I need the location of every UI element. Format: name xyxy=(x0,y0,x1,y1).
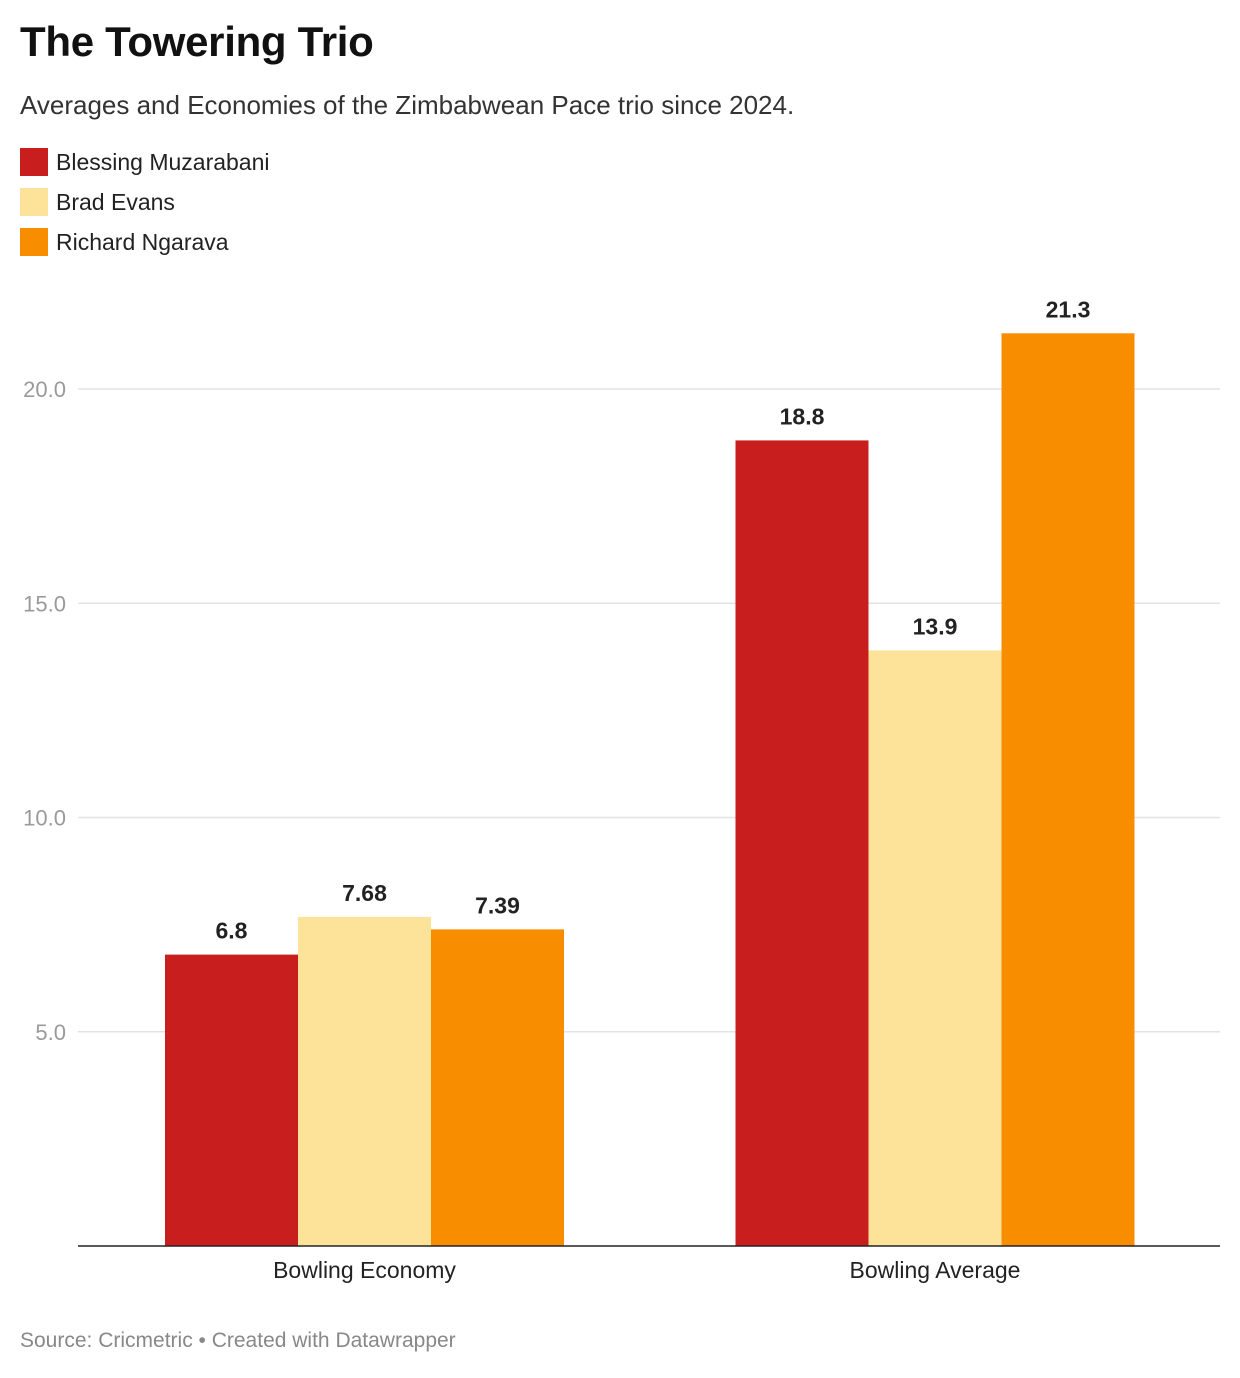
y-tick-label-15-0: 15.0 xyxy=(23,591,66,616)
bars xyxy=(165,333,1135,1246)
y-tick-label-10-0: 10.0 xyxy=(23,806,66,831)
legend-label-brad-evans: Brad Evans xyxy=(56,188,175,215)
bar-richard-ngarava-bowling-average xyxy=(1001,333,1135,1246)
chart-subtitle: Averages and Economies of the Zimbabwean… xyxy=(20,90,795,120)
legend-swatch-brad-evans xyxy=(20,188,48,216)
bar-richard-ngarava-bowling-economy xyxy=(431,929,564,1246)
bar-brad-evans-bowling-economy xyxy=(298,916,431,1246)
y-tick-label-5-0: 5.0 xyxy=(35,1020,66,1045)
y-tick-label-20-0: 20.0 xyxy=(23,377,66,402)
legend: Blessing Muzarabani Brad Evans Richard N… xyxy=(20,142,270,262)
data-labels: 6.8 7.68 7.39 18.8 13.9 21.3 xyxy=(216,296,1091,943)
source-footer: Source: Cricmetric • Created with Datawr… xyxy=(20,1329,456,1352)
legend-item-richard-ngarava: Richard Ngarava xyxy=(20,222,270,262)
bar-brad-evans-bowling-average xyxy=(868,650,1002,1246)
legend-item-brad-evans: Brad Evans xyxy=(20,182,270,222)
legend-item-blessing-muzarabani: Blessing Muzarabani xyxy=(20,142,270,182)
bar-blessing-muzarabani-bowling-economy xyxy=(165,954,298,1246)
axes: 5.0 10.0 15.0 20.0 Bowling Economy Bowling Av… xyxy=(23,377,1220,1283)
data-label-richard-ngarava-bowling-average: 21.3 xyxy=(1046,296,1091,322)
data-label-richard-ngarava-bowling-economy: 7.39 xyxy=(475,892,520,918)
chart-title: The Towering Trio xyxy=(20,18,374,65)
legend-swatch-blessing-muzarabani xyxy=(20,148,48,176)
bar-blessing-muzarabani-bowling-average xyxy=(735,440,869,1246)
data-label-blessing-muzarabani-bowling-average: 18.8 xyxy=(780,403,825,429)
data-label-brad-evans-bowling-economy: 7.68 xyxy=(342,880,387,906)
data-label-brad-evans-bowling-average: 13.9 xyxy=(913,613,958,639)
data-label-blessing-muzarabani-bowling-economy: 6.8 xyxy=(216,918,248,944)
legend-swatch-richard-ngarava xyxy=(20,228,48,256)
x-tick-label-bowling-average: Bowling Average xyxy=(850,1257,1021,1283)
legend-label-richard-ngarava: Richard Ngarava xyxy=(56,228,229,255)
x-tick-label-bowling-economy: Bowling Economy xyxy=(273,1257,456,1283)
legend-label-blessing-muzarabani: Blessing Muzarabani xyxy=(56,148,270,175)
